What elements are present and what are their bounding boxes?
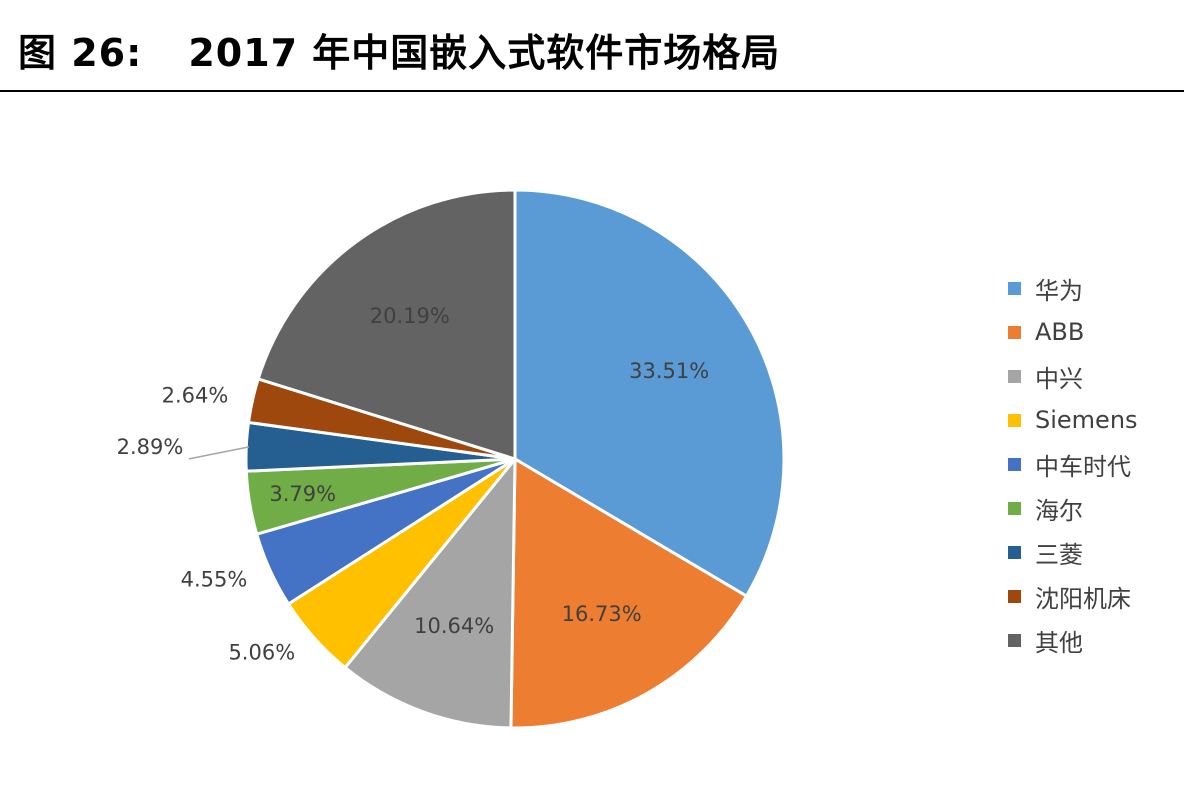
legend-label-0: 华为: [1035, 276, 1083, 305]
data-labels: 33.51% 16.73% 10.64% 5.06% 4.55% 3.79% 2.89% 2.…: [117, 304, 710, 665]
legend-label-1: ABB: [1035, 318, 1085, 346]
legend-label-4: 中车时代: [1035, 452, 1131, 481]
legend-label-3: Siemens: [1035, 406, 1138, 434]
figure-title-text: 2017 年中国嵌入式软件市场格局: [188, 31, 781, 75]
legend-item-1: ABB: [1008, 310, 1138, 354]
legend-swatch-1: [1008, 325, 1021, 339]
legend-swatch-5: [1008, 501, 1021, 515]
legend-item-5: 海尔: [1008, 486, 1138, 530]
legend-item-8: 其他: [1008, 618, 1138, 662]
legend-swatch-7: [1008, 589, 1021, 603]
data-label-0: 33.51%: [629, 359, 709, 383]
data-label-5: 3.79%: [269, 482, 336, 506]
data-label-4: 4.55%: [181, 567, 248, 591]
legend-label-2: 中兴: [1035, 364, 1083, 393]
legend-label-5: 海尔: [1035, 496, 1083, 525]
data-label-8: 20.19%: [370, 304, 450, 328]
legend-swatch-2: [1008, 369, 1021, 383]
legend-item-2: 中兴: [1008, 354, 1138, 398]
legend: 华为 ABB 中兴 Siemens 中车时代海尔三菱沈阳机床其他: [1008, 266, 1138, 662]
legend-swatch-3: [1008, 413, 1021, 427]
title-divider: [0, 90, 1184, 92]
legend-swatch-0: [1008, 281, 1021, 295]
data-label-3: 5.06%: [228, 641, 295, 665]
data-label-2: 10.64%: [414, 614, 494, 638]
data-label-1: 16.73%: [562, 602, 642, 626]
legend-item-3: Siemens: [1008, 398, 1138, 442]
legend-label-8: 其他: [1035, 628, 1083, 657]
leader-lines: [188, 446, 250, 460]
pie-slice-0: [513, 188, 786, 598]
data-label-7: 2.64%: [162, 384, 229, 408]
figure-number: 图 26:: [18, 31, 143, 75]
pie-slice-8: [256, 188, 517, 461]
legend-item-4: 中车时代: [1008, 442, 1138, 486]
pie-slice-1: [509, 457, 748, 730]
pie-slices: [244, 188, 786, 730]
legend-swatch-6: [1008, 545, 1021, 559]
legend-swatch-8: [1008, 633, 1021, 647]
legend-swatch-4: [1008, 457, 1021, 471]
legend-label-6: 三菱: [1035, 540, 1083, 569]
pie-slice-2: [343, 457, 517, 730]
legend-item-6: 三菱: [1008, 530, 1138, 574]
legend-item-7: 沈阳机床: [1008, 574, 1138, 618]
legend-item-0: 华为: [1008, 266, 1138, 310]
legend-label-7: 沈阳机床: [1035, 584, 1131, 613]
leader-line-6: [188, 446, 250, 460]
data-label-6: 2.89%: [117, 435, 184, 459]
figure-title: 图 26: 2017 年中国嵌入式软件市场格局: [18, 22, 780, 77]
